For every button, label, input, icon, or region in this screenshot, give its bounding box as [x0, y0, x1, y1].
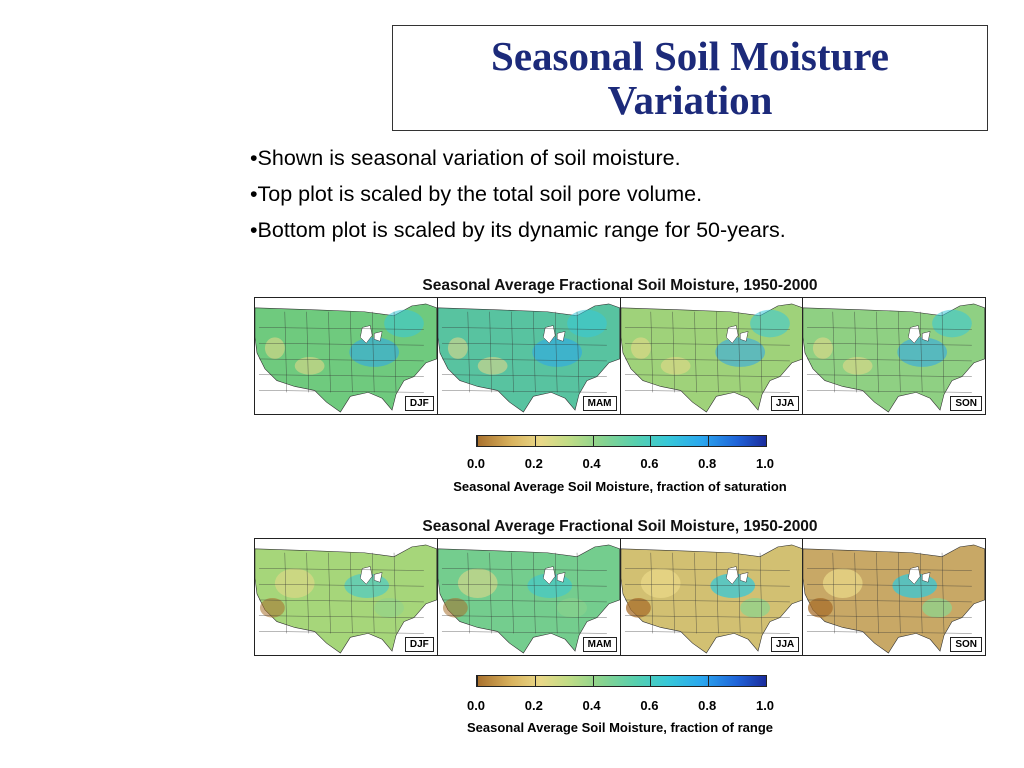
season-label: SON: [950, 396, 982, 411]
map-panels-bottom: DJF MAM JJA SON: [254, 538, 986, 656]
map-panel-mam: MAM: [437, 298, 621, 414]
slide-title-box: Seasonal Soil Moisture Variation: [392, 25, 988, 131]
colorbar-tick-label: 0.6: [640, 698, 659, 713]
colorbar-tick-label: 0.2: [524, 456, 543, 471]
colorbar-tick-label: 0.8: [698, 456, 717, 471]
map-panel-son: SON: [803, 298, 985, 414]
season-label: DJF: [404, 396, 434, 411]
season-label: DJF: [404, 637, 434, 652]
map-panel-son: SON: [803, 539, 985, 655]
season-label: JJA: [770, 637, 800, 652]
bullet-item: •Top plot is scaled by the total soil po…: [250, 182, 703, 206]
colorbar-tick-label: 0.4: [582, 456, 601, 471]
colorbar-tick-label: 0.2: [524, 698, 543, 713]
season-label: MAM: [582, 396, 617, 411]
season-label: SON: [950, 637, 982, 652]
season-label: MAM: [582, 637, 617, 652]
map-panels-top: DJF MAM JJA SON: [254, 297, 986, 415]
colorbar-tick-label: 1.0: [755, 698, 775, 713]
slide-title-line1: Seasonal Soil Moisture: [491, 33, 889, 79]
colorbar-tick-label: 0.6: [640, 456, 659, 471]
colorbar-caption-bottom: Seasonal Average Soil Moisture, fraction…: [466, 720, 774, 735]
map-panel-jja: JJA: [620, 539, 804, 655]
map-panel-djf: DJF: [255, 298, 438, 414]
colorbar-top: [476, 435, 767, 447]
figure-title-bottom: Seasonal Average Fractional Soil Moistur…: [422, 518, 818, 535]
map-panel-djf: DJF: [255, 539, 438, 655]
map-panel-jja: JJA: [620, 298, 804, 414]
bullet-list: •Shown is seasonal variation of soil moi…: [250, 140, 1010, 248]
colorbar-tick-label: 0.0: [466, 456, 486, 471]
bullet-item: •Shown is seasonal variation of soil moi…: [250, 146, 681, 170]
colorbar-tick-label: 0.4: [582, 698, 601, 713]
season-label: JJA: [770, 396, 800, 411]
slide-title-line2: Variation: [607, 77, 773, 123]
figure-title-top: Seasonal Average Fractional Soil Moistur…: [422, 277, 818, 294]
colorbar-tick-label: 0.8: [698, 698, 717, 713]
colorbar-ticks-bottom: 0.0 0.2 0.4 0.6 0.8 1.0: [467, 698, 774, 714]
colorbar-ticks-top: 0.0 0.2 0.4 0.6 0.8 1.0: [467, 456, 774, 472]
bullet-item: •Bottom plot is scaled by its dynamic ra…: [250, 218, 786, 242]
colorbar-bottom: [476, 675, 767, 687]
colorbar-tick-label: 0.0: [466, 698, 486, 713]
map-panel-mam: MAM: [437, 539, 621, 655]
colorbar-tick-label: 1.0: [755, 456, 775, 471]
colorbar-caption-top: Seasonal Average Soil Moisture, fraction…: [453, 479, 787, 494]
